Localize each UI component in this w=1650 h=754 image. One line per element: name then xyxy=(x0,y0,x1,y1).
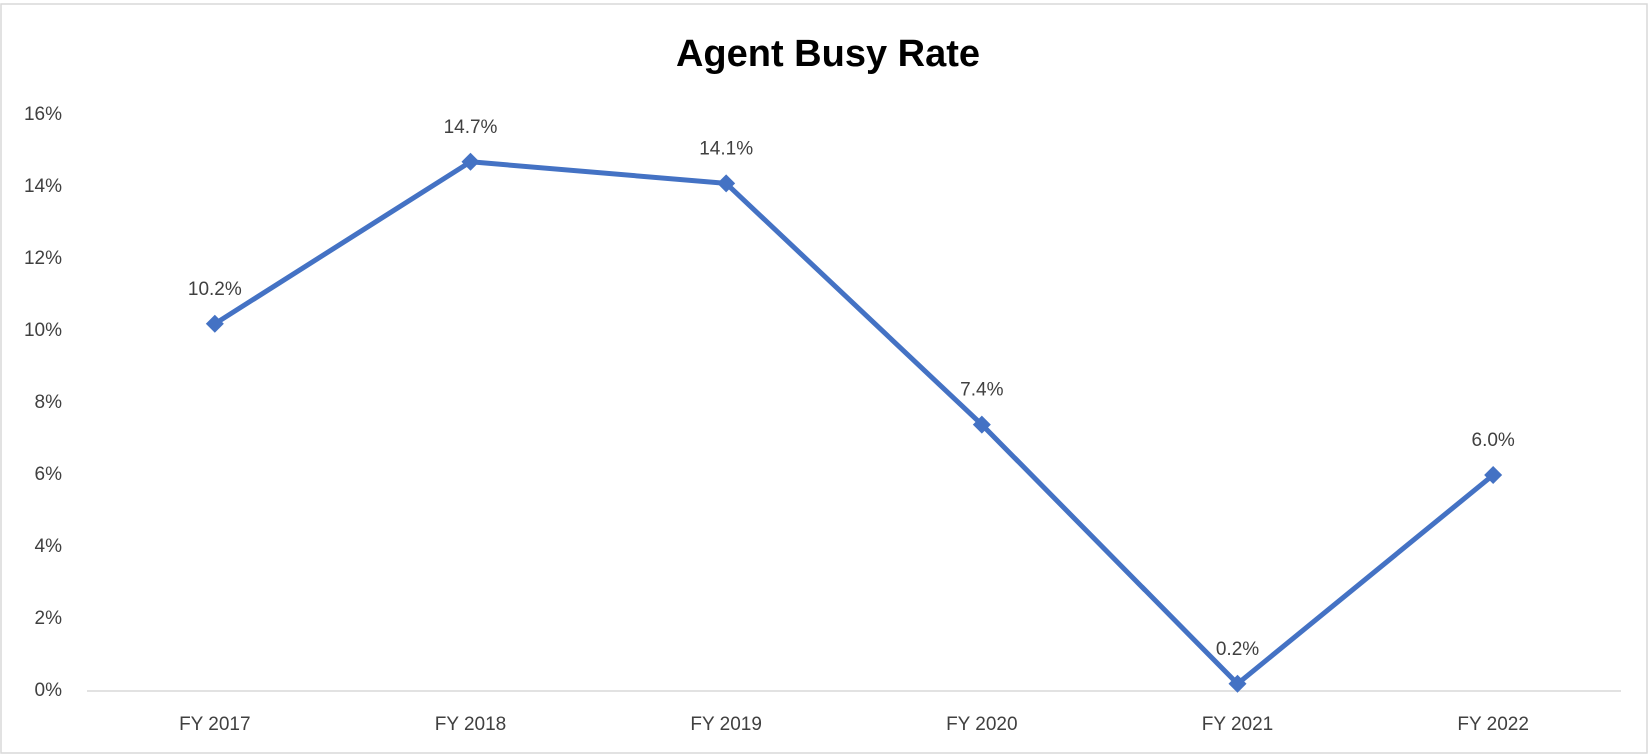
marker xyxy=(1228,674,1247,693)
y-tick-label: 14% xyxy=(24,176,62,197)
data-label: 10.2% xyxy=(188,279,242,300)
y-tick-label: 2% xyxy=(35,608,63,629)
y-tick-label: 16% xyxy=(24,104,62,125)
x-tick-label: FY 2018 xyxy=(435,714,506,735)
x-tick-label: FY 2017 xyxy=(179,714,250,735)
y-tick-label: 4% xyxy=(35,536,63,557)
chart-border xyxy=(0,3,1648,754)
data-label: 7.4% xyxy=(960,380,1003,401)
x-tick-label: FY 2019 xyxy=(690,714,761,735)
marker xyxy=(1484,466,1503,484)
data-label: 14.1% xyxy=(699,138,753,159)
data-label: 6.0% xyxy=(1472,430,1515,451)
marker xyxy=(461,152,480,171)
y-tick-label: 10% xyxy=(24,320,62,341)
x-tick-label: FY 2020 xyxy=(946,714,1017,735)
x-tick-label: FY 2022 xyxy=(1457,714,1528,735)
chart-title: Agent Busy Rate xyxy=(676,33,980,75)
line xyxy=(213,159,1495,687)
marker xyxy=(972,415,991,434)
y-tick-label: 12% xyxy=(24,248,62,269)
data-label: 0.2% xyxy=(1216,639,1259,660)
marker xyxy=(205,314,224,333)
marker xyxy=(717,174,736,193)
data-label: 14.7% xyxy=(444,117,498,138)
y-tick-label: 8% xyxy=(35,392,63,413)
x-tick-label: FY 2021 xyxy=(1202,714,1273,735)
y-tick-label: 0% xyxy=(35,680,63,701)
y-tick-label: 6% xyxy=(35,464,63,485)
